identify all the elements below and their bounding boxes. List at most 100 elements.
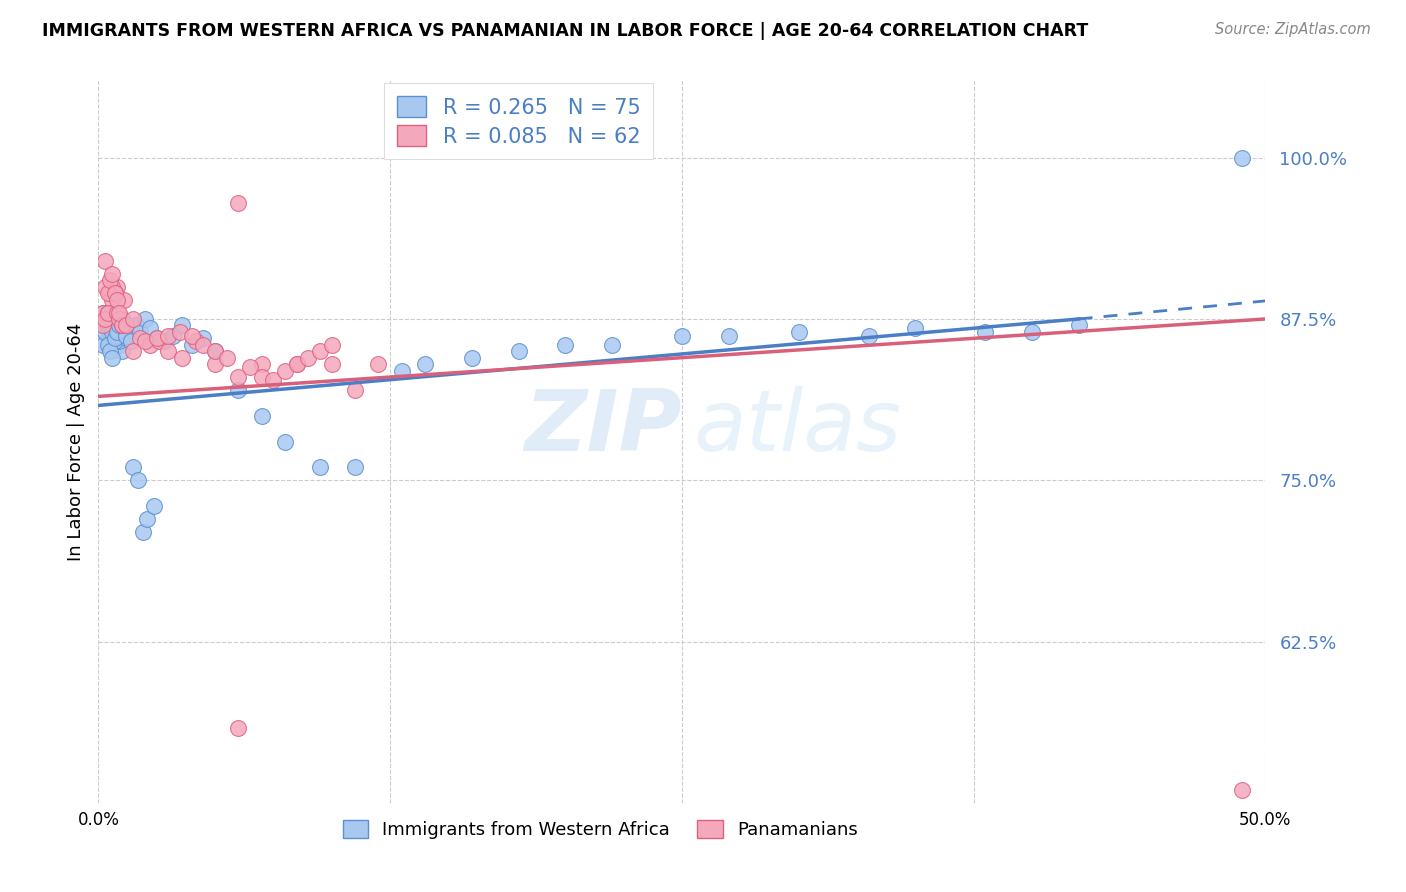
Point [285,357,308,371]
Point [600,338,623,352]
Point [321,357,343,371]
Point [344,460,367,475]
Y-axis label: In Labor Force | Age 20-64: In Labor Force | Age 20-64 [66,322,84,561]
Point [97,286,120,301]
Point [91,305,114,319]
Point [717,328,740,343]
Point [180,328,202,343]
Point [228,721,250,735]
Point [228,195,250,210]
Point [111,318,134,333]
Point [134,312,156,326]
Point [285,357,308,371]
Point [104,286,127,301]
Point [112,318,135,333]
Point [108,312,131,326]
Point [274,434,297,449]
Point [215,351,238,365]
Point [180,338,202,352]
Point [94,325,117,339]
Point [91,318,114,333]
Point [193,331,215,345]
Point [105,305,128,319]
Point [105,279,128,293]
Point [97,305,120,319]
Text: ZIP: ZIP [524,385,682,468]
Point [108,318,131,333]
Text: IMMIGRANTS FROM WESTERN AFRICA VS PANAMANIAN IN LABOR FORCE | AGE 20-64 CORRELAT: IMMIGRANTS FROM WESTERN AFRICA VS PANAMA… [42,22,1088,40]
Point [94,312,117,326]
Point [787,325,810,339]
Point [309,344,332,359]
Point [186,334,208,348]
Text: atlas: atlas [693,385,901,468]
Text: Source: ZipAtlas.com: Source: ZipAtlas.com [1215,22,1371,37]
Point [250,409,273,423]
Point [115,331,138,345]
Point [1230,151,1253,165]
Point [1067,318,1090,333]
Point [104,286,127,301]
Point [111,312,134,326]
Point [122,344,145,359]
Point [105,293,128,307]
Point [169,325,191,339]
Point [98,325,121,339]
Point [108,305,131,319]
Point [228,370,250,384]
Point [98,344,121,359]
Point [122,312,145,326]
Point [1230,783,1253,797]
Point [974,325,997,339]
Point [136,512,159,526]
Point [344,383,367,397]
Point [105,331,128,345]
Point [101,318,124,333]
Point [111,312,134,326]
Point [461,351,484,365]
Point [204,357,226,371]
Point [132,524,155,539]
Point [98,273,121,287]
Point [101,293,124,307]
Point [112,325,135,339]
Point [115,318,138,333]
Point [98,286,121,301]
Point [97,318,120,333]
Point [120,334,142,348]
Point [204,344,226,359]
Point [139,338,162,352]
Point [508,344,530,359]
Point [104,312,127,326]
Point [157,344,180,359]
Point [91,305,114,319]
Point [101,267,124,281]
Point [193,338,215,352]
Point [97,305,120,319]
Point [90,312,112,326]
Point [157,328,180,343]
Point [152,334,174,348]
Point [108,338,131,352]
Point [104,334,127,348]
Point [367,357,389,371]
Point [101,321,124,335]
Point [101,351,124,365]
Point [146,331,169,345]
Point [321,338,343,352]
Point [101,279,124,293]
Point [90,318,112,333]
Point [94,312,117,326]
Point [104,331,127,345]
Point [105,325,128,339]
Point [129,325,152,339]
Point [122,460,145,475]
Point [162,328,184,343]
Point [94,312,117,326]
Point [1021,325,1043,339]
Point [105,328,128,343]
Point [134,334,156,348]
Point [309,460,332,475]
Point [94,279,117,293]
Point [112,293,135,307]
